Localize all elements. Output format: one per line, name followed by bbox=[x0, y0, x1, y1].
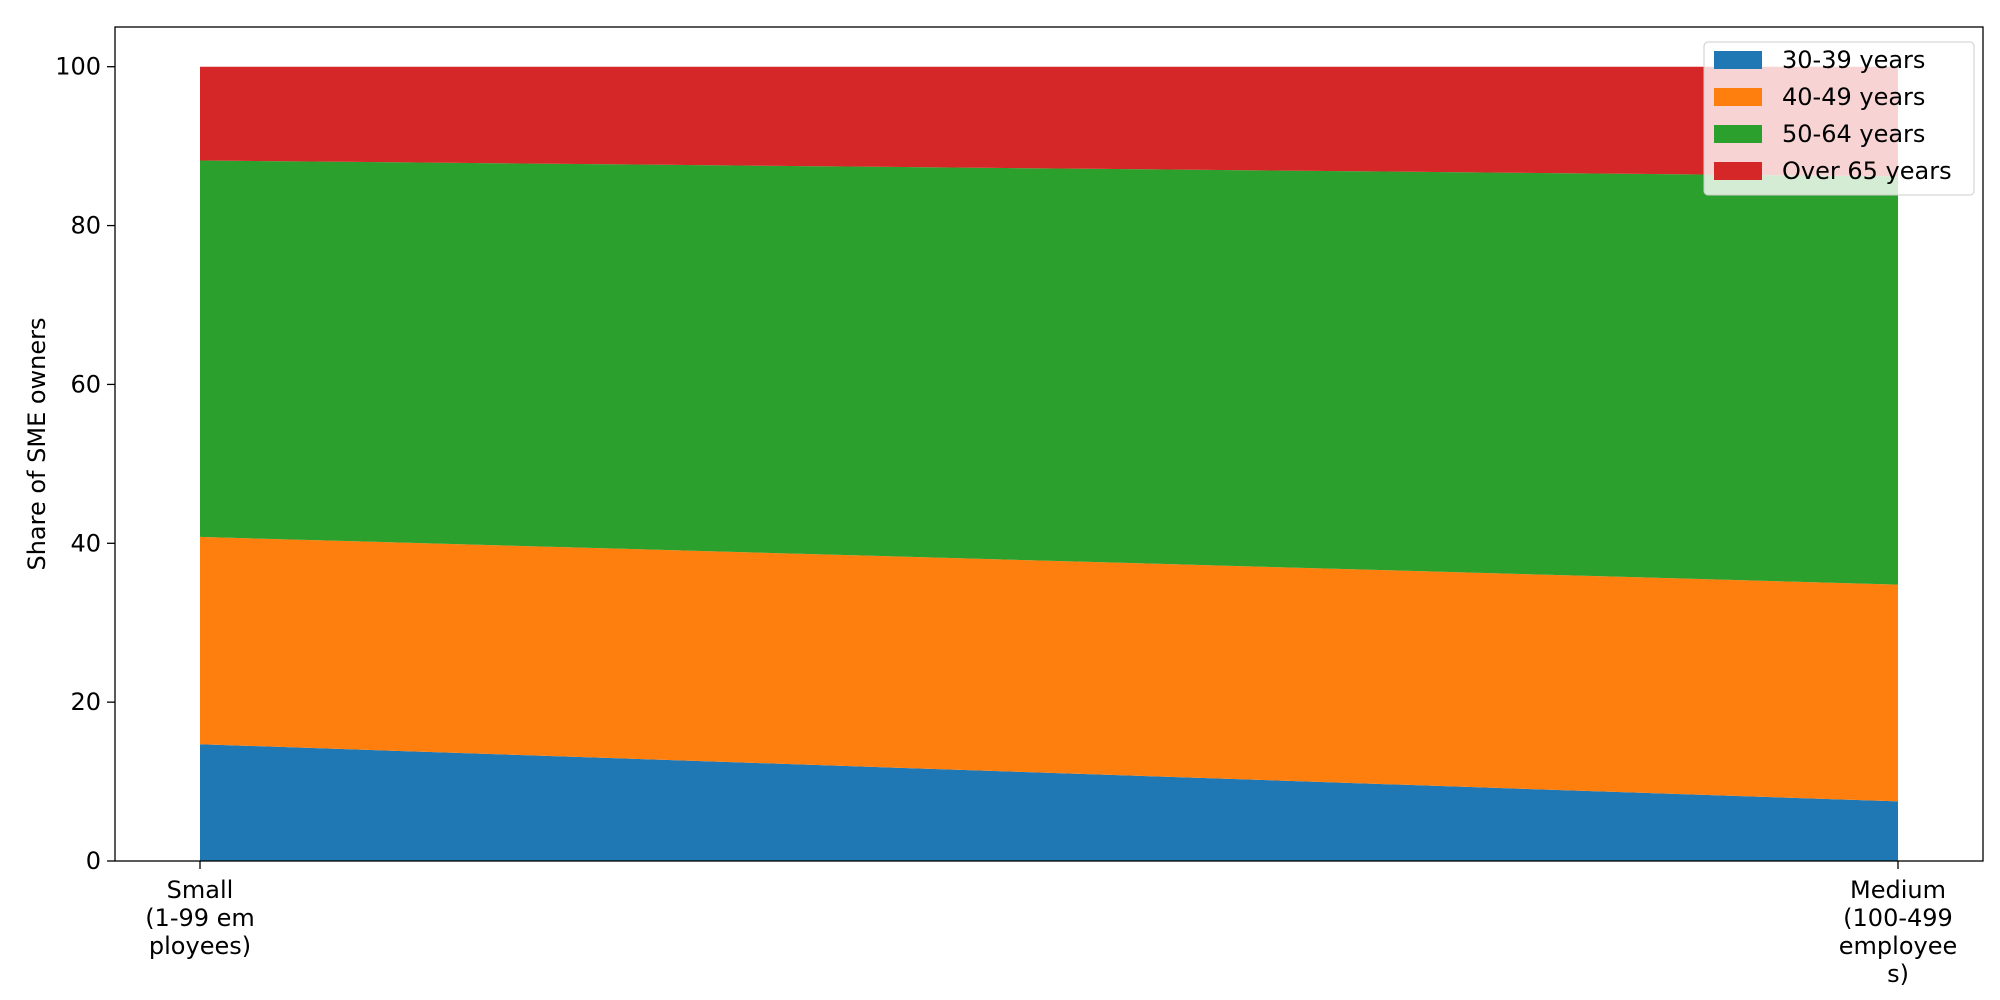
legend-swatch bbox=[1714, 88, 1762, 106]
legend-label: 30-39 years bbox=[1782, 46, 1925, 74]
legend: 30-39 years 40-49 years 50-64 years Over 65… bbox=[1703, 41, 1975, 196]
plot-frame bbox=[114, 26, 1984, 862]
y-tick-label: 20 bbox=[70, 688, 101, 716]
legend-label: 40-49 years bbox=[1782, 83, 1925, 111]
y-tick-label: 80 bbox=[70, 212, 101, 240]
legend-swatch bbox=[1714, 51, 1762, 69]
legend-label: 50-64 years bbox=[1782, 120, 1925, 148]
legend-swatch bbox=[1714, 125, 1762, 143]
legend-box bbox=[1703, 41, 1975, 196]
area-over-65-years bbox=[200, 66, 1898, 177]
area-40-49-years bbox=[200, 536, 1898, 802]
area-50-64-years bbox=[200, 160, 1898, 585]
chart-areas bbox=[200, 66, 1898, 861]
y-tick-label: 100 bbox=[55, 53, 101, 81]
x-tick-label: Medium (100-499 employee s) bbox=[1839, 876, 1957, 988]
y-tick-label: 40 bbox=[70, 529, 101, 557]
area-30-39-years bbox=[200, 744, 1898, 861]
legend-label: Over 65 years bbox=[1782, 157, 1952, 185]
legend-swatch bbox=[1714, 162, 1762, 180]
y-tick-label: 60 bbox=[70, 370, 101, 398]
y-tick-label: 0 bbox=[86, 847, 101, 875]
x-axis-ticks: Small (1-99 em ployees) Medium (100-499 emplo… bbox=[145, 861, 1957, 988]
y-axis-label: Share of SME owners bbox=[23, 317, 51, 570]
x-tick-label: Small (1-99 em ployees) bbox=[145, 876, 255, 960]
y-axis-ticks: 0 20 40 60 80 100 bbox=[55, 53, 115, 875]
